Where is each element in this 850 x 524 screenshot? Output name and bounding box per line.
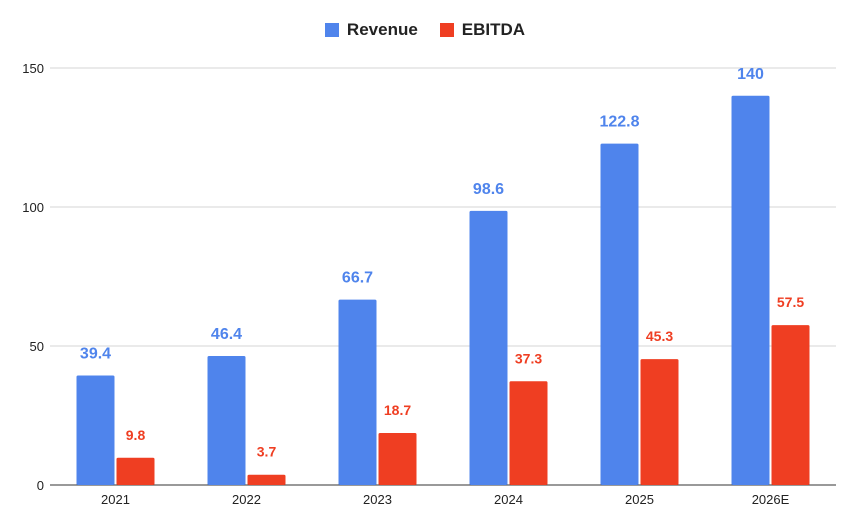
bar-revenue-2026E [731, 95, 770, 486]
y-tick-label-0: 0 [37, 478, 44, 493]
y-tick-label-150: 150 [22, 61, 44, 76]
data-label-revenue-2025: 122.8 [599, 114, 639, 131]
data-label-ebitda-2025: 45.3 [646, 328, 673, 344]
legend-swatch-ebitda [439, 23, 454, 37]
data-label-revenue-2022: 46.4 [211, 326, 242, 343]
x-tick-label-2021: 2021 [101, 492, 130, 507]
legend-swatch-revenue [324, 23, 339, 37]
bar-ebitda-2023 [378, 433, 417, 485]
legend-item-ebitda: EBITDA [439, 20, 526, 40]
bar-ebitda-2021 [116, 457, 155, 485]
data-label-revenue-2021: 39.4 [80, 345, 111, 362]
data-label-ebitda-2024: 37.3 [515, 350, 542, 366]
legend: Revenue EBITDA [0, 20, 850, 40]
x-tick-label-2025: 2025 [625, 492, 654, 507]
x-tick-label-2022: 2022 [232, 492, 261, 507]
bar-ebitda-2025 [640, 359, 679, 485]
y-tick-label-50: 50 [30, 339, 44, 354]
bar-revenue-2021 [76, 375, 115, 485]
data-label-revenue-2023: 66.7 [342, 270, 373, 287]
data-label-ebitda-2023: 18.7 [384, 402, 411, 418]
data-label-ebitda-2026E: 57.5 [777, 294, 804, 310]
legend-item-revenue: Revenue [324, 20, 418, 40]
bar-ebitda-2022 [247, 474, 286, 485]
bar-revenue-2022 [207, 356, 246, 485]
data-label-ebitda-2022: 3.7 [257, 444, 277, 460]
x-tick-label-2026E: 2026E [752, 492, 790, 507]
data-label-ebitda-2021: 9.8 [126, 427, 146, 443]
bar-ebitda-2026E [771, 325, 810, 485]
x-tick-label-2024: 2024 [494, 492, 523, 507]
x-tick-label-2023: 2023 [363, 492, 392, 507]
bar-ebitda-2024 [509, 381, 548, 485]
y-tick-label-100: 100 [22, 200, 44, 215]
legend-label-ebitda: EBITDA [461, 20, 526, 39]
bar-revenue-2024 [469, 210, 508, 485]
bar-revenue-2025 [600, 143, 639, 485]
data-label-revenue-2026E: 140 [737, 66, 764, 83]
data-label-revenue-2024: 98.6 [473, 181, 504, 198]
bar-revenue-2023 [338, 299, 377, 485]
legend-label-revenue: Revenue [346, 20, 418, 39]
